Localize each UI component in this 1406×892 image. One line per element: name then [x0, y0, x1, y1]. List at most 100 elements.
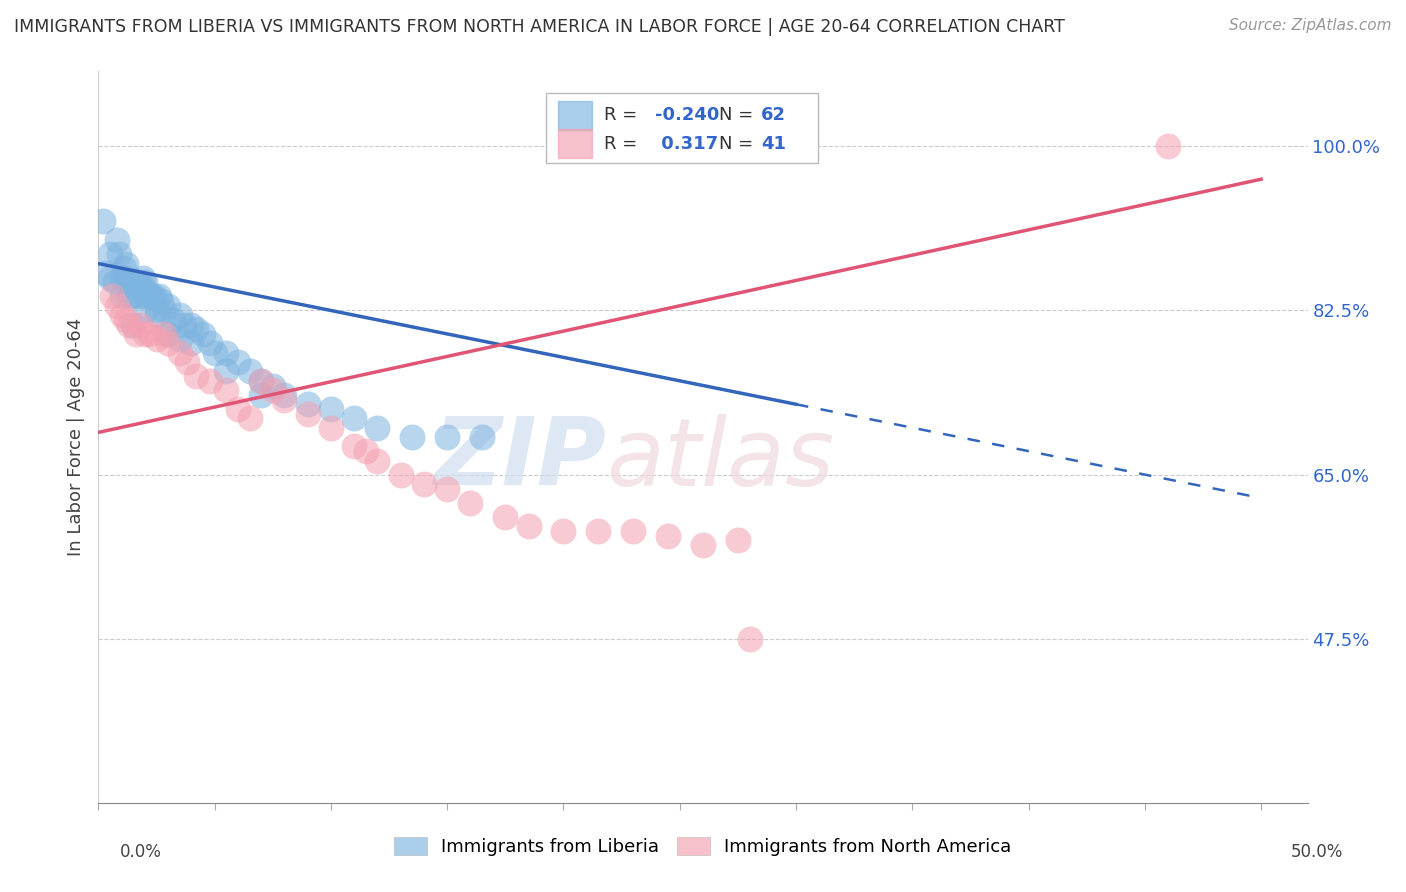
- Point: [413, 477, 436, 491]
- Point: [91, 214, 114, 228]
- Point: [366, 420, 388, 434]
- Point: [162, 313, 184, 327]
- Point: [173, 318, 195, 332]
- Point: [108, 247, 131, 261]
- Text: R =: R =: [603, 106, 643, 124]
- Point: [169, 308, 191, 322]
- Point: [136, 285, 159, 299]
- Point: [141, 289, 163, 303]
- Point: [157, 299, 180, 313]
- Point: [134, 303, 156, 318]
- Point: [145, 332, 167, 346]
- Point: [250, 374, 273, 388]
- Point: [297, 407, 319, 421]
- Point: [124, 276, 146, 290]
- Point: [517, 519, 540, 533]
- Point: [262, 383, 284, 397]
- Point: [105, 233, 128, 247]
- Point: [297, 397, 319, 411]
- Point: [138, 326, 160, 341]
- Point: [471, 430, 494, 444]
- Point: [122, 318, 145, 332]
- Point: [169, 345, 191, 359]
- Point: [129, 318, 152, 332]
- Point: [198, 374, 221, 388]
- Point: [134, 326, 156, 341]
- Point: [239, 411, 262, 425]
- Point: [152, 303, 174, 318]
- Point: [129, 289, 152, 303]
- Point: [169, 332, 191, 346]
- Text: 0.317: 0.317: [655, 135, 717, 153]
- Point: [98, 247, 121, 261]
- Legend: Immigrants from Liberia, Immigrants from North America: Immigrants from Liberia, Immigrants from…: [387, 830, 1019, 863]
- Point: [204, 345, 226, 359]
- FancyBboxPatch shape: [558, 129, 592, 159]
- Point: [150, 294, 173, 309]
- Point: [124, 326, 146, 341]
- Point: [105, 299, 128, 313]
- Text: IMMIGRANTS FROM LIBERIA VS IMMIGRANTS FROM NORTH AMERICA IN LABOR FORCE | AGE 20: IMMIGRANTS FROM LIBERIA VS IMMIGRANTS FR…: [14, 18, 1064, 36]
- Point: [239, 364, 262, 378]
- Point: [198, 336, 221, 351]
- Text: atlas: atlas: [606, 414, 835, 505]
- Text: 0.0%: 0.0%: [120, 843, 162, 861]
- Point: [145, 303, 167, 318]
- Text: 41: 41: [761, 135, 786, 153]
- Point: [354, 444, 377, 458]
- Point: [176, 355, 198, 369]
- Text: ZIP: ZIP: [433, 413, 606, 505]
- Point: [1157, 139, 1180, 153]
- Point: [104, 276, 127, 290]
- Point: [343, 440, 366, 454]
- Point: [215, 345, 238, 359]
- Point: [101, 289, 124, 303]
- Point: [145, 308, 167, 322]
- Text: Source: ZipAtlas.com: Source: ZipAtlas.com: [1229, 18, 1392, 33]
- Point: [215, 383, 238, 397]
- Point: [127, 276, 149, 290]
- FancyBboxPatch shape: [546, 94, 818, 163]
- Point: [152, 326, 174, 341]
- Point: [118, 289, 141, 303]
- Point: [138, 289, 160, 303]
- Y-axis label: In Labor Force | Age 20-64: In Labor Force | Age 20-64: [66, 318, 84, 557]
- Point: [112, 261, 135, 276]
- Point: [553, 524, 575, 538]
- Point: [115, 257, 138, 271]
- Text: N =: N =: [718, 135, 759, 153]
- Point: [118, 318, 141, 332]
- Text: 50.0%: 50.0%: [1291, 843, 1343, 861]
- Point: [366, 453, 388, 467]
- FancyBboxPatch shape: [558, 101, 592, 130]
- Point: [319, 420, 342, 434]
- Point: [692, 538, 714, 552]
- Point: [122, 276, 145, 290]
- Point: [273, 388, 295, 402]
- Point: [94, 266, 117, 280]
- Point: [157, 336, 180, 351]
- Text: N =: N =: [718, 106, 759, 124]
- Point: [131, 270, 153, 285]
- Text: 62: 62: [761, 106, 786, 124]
- Point: [319, 401, 342, 416]
- Point: [226, 401, 249, 416]
- Point: [494, 509, 516, 524]
- Point: [401, 430, 423, 444]
- Point: [436, 430, 458, 444]
- Point: [273, 392, 295, 407]
- Text: R =: R =: [603, 135, 643, 153]
- Text: -0.240: -0.240: [655, 106, 718, 124]
- Point: [738, 632, 761, 646]
- Point: [250, 388, 273, 402]
- Point: [122, 289, 145, 303]
- Point: [115, 313, 138, 327]
- Point: [148, 289, 170, 303]
- Point: [262, 378, 284, 392]
- Point: [657, 528, 679, 542]
- Point: [180, 318, 202, 332]
- Point: [389, 467, 412, 482]
- Point: [460, 496, 482, 510]
- Point: [111, 308, 134, 322]
- Point: [98, 270, 121, 285]
